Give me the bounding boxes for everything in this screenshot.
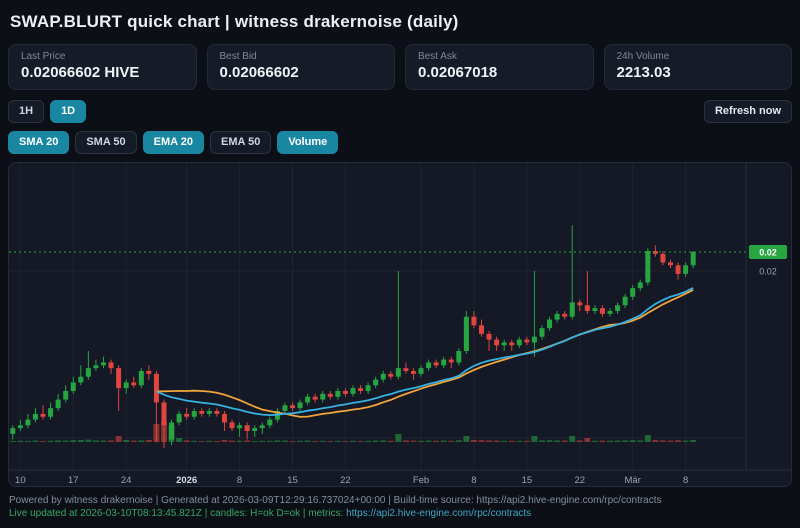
stat-card-best-ask: Best Ask 0.02067018 bbox=[405, 44, 594, 90]
svg-text:Mär: Mär bbox=[625, 475, 641, 486]
price-chart-svg[interactable]: 0.02 0.02 10 17 24 2026 8 15 22 Feb 8 15 22 Mär 8 bbox=[9, 163, 791, 486]
svg-text:2026: 2026 bbox=[176, 475, 197, 486]
svg-text:8: 8 bbox=[237, 475, 242, 486]
sma-20-line bbox=[156, 289, 694, 419]
svg-text:10: 10 bbox=[15, 475, 26, 486]
svg-text:Feb: Feb bbox=[413, 475, 429, 486]
stat-value: 0.02066602 HIVE bbox=[21, 64, 140, 81]
indicator-button-ema-20[interactable]: EMA 20 bbox=[142, 131, 204, 155]
svg-text:22: 22 bbox=[340, 475, 351, 486]
stat-card-best-bid: Best Bid 0.02066602 bbox=[206, 44, 395, 90]
indicator-button-sma-50[interactable]: SMA 50 bbox=[75, 131, 137, 155]
svg-text:15: 15 bbox=[522, 475, 533, 486]
ema-20-line bbox=[156, 287, 694, 417]
indicator-button-sma-20[interactable]: SMA 20 bbox=[8, 131, 70, 155]
footer-metrics-link[interactable]: https://api2.hive-engine.com/rpc/contrac… bbox=[346, 508, 532, 520]
svg-text:24: 24 bbox=[121, 475, 132, 486]
svg-text:22: 22 bbox=[574, 475, 585, 486]
page-title: SWAP.BLURT quick chart | witness drakern… bbox=[10, 12, 459, 31]
indicator-button-volume[interactable]: Volume bbox=[277, 131, 339, 155]
refresh-button[interactable]: Refresh now bbox=[703, 100, 792, 124]
stat-card-24h-volume: 24h Volume 2213.03 bbox=[603, 44, 792, 90]
chart-container: 0.02 0.02 10 17 24 2026 8 15 22 Feb 8 15 22 Mär 8 bbox=[8, 162, 792, 488]
footer-build-line: Powered by witness drakernoise | Generat… bbox=[9, 495, 662, 507]
footer-live-prefix: Live updated at 2026-03-10T08:13:45.821Z… bbox=[9, 508, 347, 520]
stat-label: Best Ask bbox=[418, 51, 457, 62]
stat-label: Best Bid bbox=[219, 51, 257, 62]
stats-row: Last Price 0.02066602 HIVE Best Bid 0.02066… bbox=[8, 44, 792, 90]
stat-value: 2213.03 bbox=[616, 64, 671, 81]
indicator-button-ema-50[interactable]: EMA 50 bbox=[209, 131, 272, 155]
footer-live-line: Live updated at 2026-03-10T08:13:45.821Z… bbox=[9, 507, 792, 520]
footer: Powered by witness drakernoise | Generat… bbox=[8, 494, 792, 520]
svg-text:8: 8 bbox=[471, 475, 476, 486]
stat-card-last-price: Last Price 0.02066602 HIVE bbox=[8, 44, 197, 90]
svg-text:15: 15 bbox=[287, 475, 298, 486]
last-price-tag bbox=[749, 245, 787, 260]
timeframe-button-1h[interactable]: 1H bbox=[8, 100, 45, 124]
svg-text:0.02: 0.02 bbox=[759, 248, 777, 258]
svg-text:8: 8 bbox=[683, 475, 688, 486]
indicators-row: SMA 20 SMA 50 EMA 20 EMA 50 Volume bbox=[8, 131, 792, 155]
stat-value: 0.02066602 bbox=[219, 64, 299, 81]
stat-label: 24h Volume bbox=[616, 51, 670, 62]
stat-value: 0.02067018 bbox=[418, 64, 498, 81]
timeframe-row: 1H 1D Refresh now bbox=[8, 100, 792, 124]
timeframe-buttons: 1H 1D bbox=[8, 100, 87, 124]
stat-label: Last Price bbox=[21, 51, 66, 62]
svg-text:0.02: 0.02 bbox=[759, 267, 777, 277]
timeframe-button-1d[interactable]: 1D bbox=[50, 100, 87, 124]
svg-text:17: 17 bbox=[68, 475, 79, 486]
